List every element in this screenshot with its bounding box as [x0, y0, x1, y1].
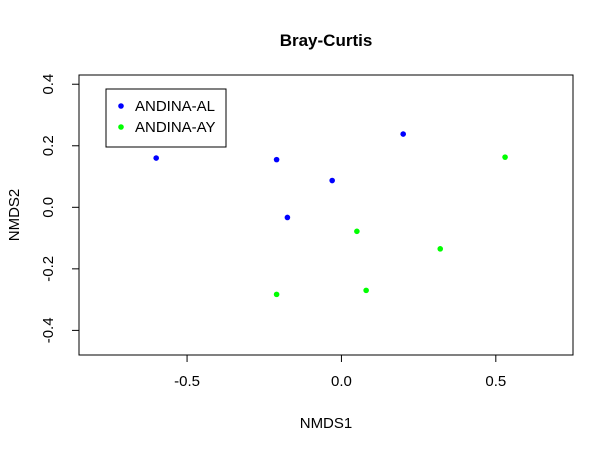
x-axis: -0.5 0.0 0.5 [174, 354, 506, 390]
y-axis: -0.4 -0.2 0.0 0.2 0.4 [40, 74, 80, 343]
legend-label: ANDINA-AY [135, 119, 216, 136]
y-axis-label: NMDS2 [6, 189, 23, 242]
y-tick-label: 0.2 [40, 135, 57, 156]
y-tick-label: -0.2 [40, 256, 57, 282]
x-axis-label: NMDS1 [300, 415, 353, 432]
data-point-series-1 [400, 131, 406, 137]
y-tick-label: -0.4 [40, 317, 57, 343]
data-point-series-2 [273, 291, 280, 298]
data-point-series-2 [437, 246, 444, 252]
y-tick-label: 0.4 [40, 74, 57, 95]
y-tick-label: 0.0 [40, 197, 57, 218]
data-point-series-1 [329, 177, 335, 184]
data-points [153, 131, 508, 298]
x-tick-label: 0.5 [485, 373, 506, 390]
x-tick-label: 0.0 [331, 373, 352, 390]
data-point-series-1 [273, 156, 280, 163]
chart-title: Bray-Curtis [280, 31, 373, 50]
data-point-series-1 [153, 155, 159, 161]
x-tick-label: -0.5 [174, 373, 200, 390]
data-point-series-1 [284, 214, 291, 221]
data-point-series-2 [363, 287, 369, 294]
legend: ANDINA-AL ANDINA-AY [105, 88, 227, 148]
data-point-series-2 [354, 228, 360, 235]
data-point-series-2 [502, 154, 508, 160]
legend-label: ANDINA-AL [135, 98, 215, 115]
legend-marker [118, 103, 124, 109]
legend-box [105, 88, 227, 148]
legend-marker [118, 124, 124, 130]
